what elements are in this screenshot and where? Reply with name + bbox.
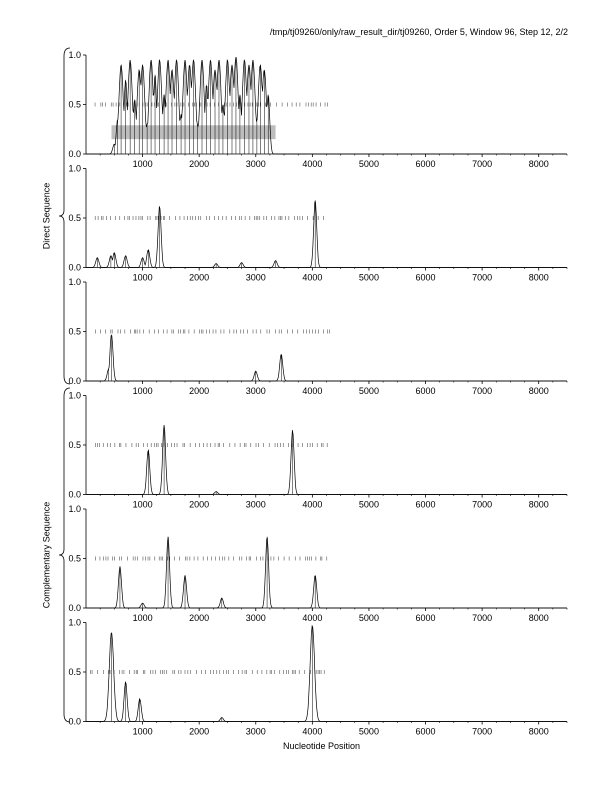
x-tick-label: 7000 (472, 727, 492, 737)
y-tick-label: 0.5 (68, 100, 81, 110)
y-tick-label: 1.0 (68, 504, 81, 514)
x-tick-label: 8000 (529, 159, 549, 169)
x-tick-label: 3000 (246, 273, 266, 283)
x-tick-label: 5000 (359, 500, 379, 510)
x-tick-label: 1000 (133, 727, 153, 737)
x-tick-label: 7000 (472, 500, 492, 510)
y-tick-label: 0.0 (68, 376, 81, 386)
x-tick-label: 2000 (189, 613, 209, 623)
x-tick-label: 7000 (472, 386, 492, 396)
x-tick-label: 6000 (416, 500, 436, 510)
y-tick-label: 0.5 (68, 440, 81, 450)
y-tick-label: 0.5 (68, 327, 81, 337)
x-tick-label: 4000 (302, 500, 322, 510)
x-tick-label: 1000 (133, 386, 153, 396)
y-tick-label: 0.5 (68, 554, 81, 564)
x-tick-label: 3000 (246, 500, 266, 510)
x-tick-label: 8000 (529, 727, 549, 737)
x-tick-label: 4000 (302, 613, 322, 623)
x-tick-label: 6000 (416, 613, 436, 623)
x-tick-label: 7000 (472, 613, 492, 623)
x-tick-label: 8000 (529, 613, 549, 623)
x-tick-label: 3000 (246, 159, 266, 169)
coding-potential-line (86, 536, 567, 609)
x-tick-label: 3000 (246, 727, 266, 737)
x-tick-label: 6000 (416, 273, 436, 283)
x-tick-label: 2000 (189, 500, 209, 510)
x-tick-label: 1000 (133, 500, 153, 510)
coding-potential-line (86, 57, 567, 155)
x-tick-label: 2000 (189, 727, 209, 737)
coding-potential-line (86, 201, 567, 268)
x-tick-label: 1000 (133, 159, 153, 169)
x-tick-label: 5000 (359, 727, 379, 737)
x-tick-label: 5000 (359, 273, 379, 283)
x-tick-label: 7000 (472, 159, 492, 169)
x-tick-label: 4000 (302, 727, 322, 737)
x-tick-label: 4000 (302, 159, 322, 169)
x-tick-label: 3000 (246, 386, 266, 396)
y-tick-label: 0.0 (68, 490, 81, 500)
y-tick-label: 0.5 (68, 213, 81, 223)
y-tick-label: 1.0 (68, 277, 81, 287)
y-tick-label: 1.0 (68, 618, 81, 628)
x-tick-label: 1000 (133, 273, 153, 283)
x-tick-label: 2000 (189, 386, 209, 396)
x-tick-label: 6000 (416, 386, 436, 396)
y-tick-label: 1.0 (68, 164, 81, 174)
x-tick-label: 2000 (189, 159, 209, 169)
y-tick-label: 0.0 (68, 149, 81, 159)
y-tick-label: 1.0 (68, 391, 81, 401)
coding-potential-line (86, 335, 567, 382)
x-tick-label: 5000 (359, 386, 379, 396)
x-tick-label: 6000 (416, 159, 436, 169)
x-tick-label: 5000 (359, 159, 379, 169)
x-tick-label: 5000 (359, 613, 379, 623)
y-tick-label: 0.0 (68, 717, 81, 727)
x-tick-label: 6000 (416, 727, 436, 737)
y-tick-label: 0.0 (68, 603, 81, 613)
y-tick-label: 0.5 (68, 667, 81, 677)
y-tick-label: 1.0 (68, 50, 81, 60)
x-tick-label: 4000 (302, 386, 322, 396)
x-tick-label: 2000 (189, 273, 209, 283)
complementary-sequence-label: Complementary Sequence (40, 501, 51, 609)
coding-potential-line (86, 425, 567, 495)
x-tick-label: 1000 (133, 613, 153, 623)
y-tick-label: 0.0 (68, 263, 81, 273)
direct-sequence-label: Direct Sequence (40, 182, 51, 250)
coding-potential-line (86, 624, 567, 722)
x-tick-label: 4000 (302, 273, 322, 283)
x-tick-label: 7000 (472, 273, 492, 283)
x-axis-label: Nucleotide Position (283, 741, 361, 751)
x-tick-label: 8000 (529, 386, 549, 396)
x-tick-label: 3000 (246, 613, 266, 623)
figure-header: /tmp/tj09260/only/raw_result_dir/tj09260… (269, 27, 568, 37)
x-tick-label: 8000 (529, 273, 549, 283)
x-tick-label: 8000 (529, 500, 549, 510)
direct-sequence-bracket (58, 47, 71, 385)
complementary-sequence-bracket (58, 387, 71, 723)
